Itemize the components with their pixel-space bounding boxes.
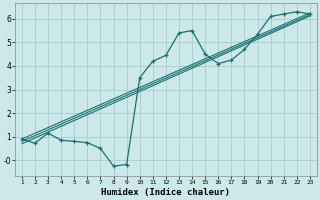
X-axis label: Humidex (Indice chaleur): Humidex (Indice chaleur): [101, 188, 230, 197]
